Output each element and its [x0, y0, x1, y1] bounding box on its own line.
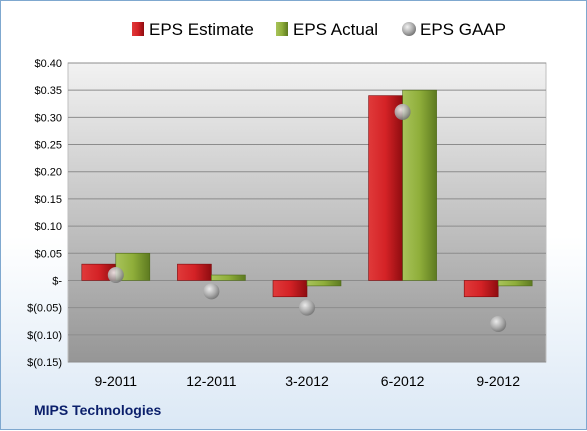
y-tick-label: $0.20	[34, 167, 62, 179]
y-tick-label: $0.10	[34, 221, 62, 233]
x-category-label: 9-2012	[476, 373, 520, 389]
eps-actual-bar	[497, 280, 533, 287]
legend-actual-swatch	[276, 22, 288, 36]
x-category-label: 9-2011	[95, 373, 138, 389]
legend: EPS Estimate EPS Actual EPS GAAP	[132, 20, 506, 39]
plot-area	[67, 62, 547, 363]
eps-estimate-bar	[177, 263, 212, 281]
legend-label: EPS GAAP	[420, 20, 506, 39]
legend-estimate-swatch	[132, 22, 144, 36]
eps-gaap-marker	[490, 315, 507, 332]
y-tick-label: $0.25	[34, 140, 62, 152]
eps-actual-bar	[402, 89, 437, 281]
x-category-label: 3-2012	[285, 373, 329, 389]
legend-label: EPS Estimate	[149, 20, 254, 39]
y-axis-ticks: $0.40 $0.35 $0.30 $0.25 $0.20 $0.15 $0.10 $0.05…	[27, 58, 62, 369]
legend-label: EPS Actual	[293, 20, 378, 39]
y-tick-label: $0.30	[34, 112, 62, 124]
x-axis-labels: 9-2011 12-2011 3-2012 6-2012 9-2012	[95, 373, 521, 389]
eps-actual-bar	[306, 280, 342, 287]
y-tick-label: $(0.10)	[27, 330, 62, 342]
y-tick-label: $-	[52, 275, 62, 287]
bars	[81, 89, 533, 298]
eps-gaap-marker	[299, 299, 315, 316]
eps-estimate-bar	[368, 95, 403, 281]
eps-gaap-marker	[107, 267, 124, 284]
y-tick-label: $(0.05)	[27, 303, 62, 315]
eps-actual-bar	[211, 274, 246, 281]
gaap-markers	[107, 103, 507, 332]
legend-gaap-swatch	[402, 22, 416, 36]
eps-gaap-marker	[394, 103, 411, 120]
eps-estimate-bar	[463, 280, 499, 298]
eps-gaap-marker	[203, 283, 220, 300]
eps-estimate-bar	[272, 280, 308, 298]
y-tick-label: $(0.15)	[27, 357, 62, 369]
company-name: MIPS Technologies	[34, 402, 162, 418]
y-tick-label: $0.35	[34, 85, 62, 97]
x-category-label: 12-2011	[186, 373, 237, 389]
x-category-label: 6-2012	[381, 373, 425, 389]
y-tick-label: $0.15	[34, 194, 62, 206]
y-tick-label: $0.05	[34, 248, 62, 260]
y-tick-label: $0.40	[34, 58, 62, 70]
